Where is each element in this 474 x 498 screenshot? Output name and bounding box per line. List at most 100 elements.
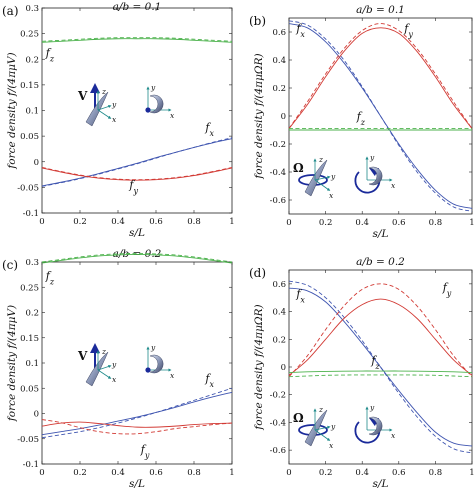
- y-tick-label: 0.3: [25, 258, 39, 268]
- curve-label-fz: fz: [45, 270, 55, 287]
- x-tick-label: 1: [229, 217, 234, 227]
- inset-z-label: z: [101, 347, 106, 356]
- inset-x-label: x: [112, 115, 117, 124]
- side-body-shape: [149, 354, 164, 374]
- x-tick-label: 0.8: [187, 217, 201, 227]
- origin-dot: [145, 107, 151, 113]
- body-shape: [85, 91, 109, 127]
- x-axis-arrow: [314, 429, 331, 441]
- x-tick-label: 0.4: [111, 468, 125, 478]
- panel-a: 0 0.2 0.4 0.6 0.8 1 -0.1 -0.05 0 0.05 0.1 0.15 0.2 0.…: [2, 1, 235, 239]
- y-axis-label: force density f/(4πμV): [6, 305, 18, 422]
- y-tick-label: 0.05: [20, 132, 39, 142]
- curve-label-fz: fz: [45, 47, 55, 64]
- y-tick-label: -0.2: [270, 140, 286, 150]
- panel-c: 0 0.2 0.4 0.6 0.8 1 -0.1 -0.05 0 0.05 0.1 0.15 0.2 0.…: [2, 248, 235, 490]
- y-tick-label: 0.2: [25, 309, 39, 319]
- side-y-label: y: [150, 83, 156, 92]
- series-fx-solid: [288, 287, 473, 447]
- panel-title: a/b = 0.2: [356, 256, 405, 268]
- side-body-shape: [368, 416, 383, 436]
- series-fx-dashed: [288, 280, 473, 454]
- y-axis-label: force density f/(4πμV): [6, 52, 18, 169]
- inset-symbol: V: [77, 349, 88, 363]
- y-tick-label: 0: [34, 410, 39, 420]
- inset-z-label: z: [101, 87, 106, 96]
- y-tick-label: -0.6: [270, 196, 286, 206]
- curve-label-fy: fy: [128, 178, 138, 195]
- side-x-label: x: [391, 181, 396, 190]
- x-tick-label: 0: [39, 468, 44, 478]
- y-axis-arrow: [97, 104, 112, 111]
- body-shape: [85, 351, 109, 387]
- x-tick-label: 1: [229, 468, 234, 478]
- series-fz-dashed: [41, 37, 233, 42]
- y-tick-label: 0.6: [272, 28, 286, 38]
- inset-y-label: y: [111, 100, 117, 109]
- x-tick-label: 0.2: [319, 218, 333, 228]
- x-tick-label: 1: [469, 218, 474, 228]
- x-axis-label: s/L: [129, 478, 145, 490]
- curve-label-fx: fx: [295, 288, 305, 305]
- curve-label-fy: fy: [403, 22, 413, 39]
- curve-label-fx: fx: [204, 121, 214, 138]
- series-fx-dashed: [41, 137, 233, 187]
- y-tick-label: 0.2: [25, 55, 39, 65]
- series-fy-solid: [288, 27, 473, 129]
- series-fz-dashed: [41, 252, 233, 263]
- y-axis-label: force density f/(4πμΩR): [253, 304, 265, 430]
- series-fz-solid: [41, 253, 233, 264]
- x-tick-label: 0.2: [319, 468, 333, 478]
- x-tick-label: 0.8: [187, 468, 201, 478]
- curve-label-fx: fx: [204, 372, 214, 389]
- side-x-label: x: [391, 431, 396, 440]
- x-tick-label: 0.6: [392, 468, 406, 478]
- inset-x-label: x: [329, 441, 334, 450]
- panel-d: 0 0.2 0.4 0.6 0.8 1-0.6-0.4-0.200.20.40.6s/Lf…: [249, 256, 474, 490]
- series-fx-dashed: [41, 387, 233, 439]
- series-fz-dashed: [288, 374, 473, 378]
- x-tick-label: 1: [469, 468, 474, 478]
- y-tick-label: 0.2: [272, 84, 286, 94]
- y-axis-arrow: [314, 175, 331, 181]
- panel-label: (a): [2, 4, 19, 18]
- y-tick-label: 0.15: [20, 81, 39, 91]
- series-fx-solid: [41, 391, 233, 436]
- x-tick-label: 0.2: [73, 468, 87, 478]
- x-axis-arrow: [97, 369, 112, 379]
- y-tick-label: 0.3: [25, 4, 39, 14]
- panel-b: 0 0.2 0.4 0.6 0.8 1-0.6-0.4-0.200.20.40.6s/Lf…: [249, 4, 474, 240]
- panel-title: a/b = 0.1: [356, 4, 405, 16]
- x-tick-label: 0.6: [149, 468, 163, 478]
- y-tick-label: 0.1: [25, 359, 39, 369]
- inset-symbol: Ω: [293, 161, 304, 175]
- y-tick-label: 0: [281, 112, 286, 122]
- panel-label: (d): [249, 266, 266, 280]
- panel-label: (c): [2, 258, 18, 272]
- x-tick-label: 0.6: [149, 217, 163, 227]
- side-y-label: y: [369, 153, 375, 162]
- inset-z-label: z: [318, 405, 323, 414]
- series-fy-solid: [41, 421, 233, 428]
- y-tick-label: -0.05: [17, 435, 39, 445]
- body-shape: [304, 159, 328, 197]
- curve-label-fz: fz: [356, 110, 366, 127]
- side-body-shape: [368, 166, 383, 186]
- x-tick-label: 0: [39, 217, 44, 227]
- x-tick-label: 0.6: [392, 218, 406, 228]
- y-tick-label: 0.1: [25, 107, 39, 117]
- x-tick-label: 0.4: [111, 217, 125, 227]
- panel-title: a/b = 0.1: [113, 1, 162, 13]
- panel-label: (b): [249, 14, 266, 28]
- side-body-shape: [149, 94, 164, 114]
- inset-x-label: x: [112, 375, 117, 384]
- inset-symbol: Ω: [293, 411, 304, 425]
- x-axis-arrow: [314, 179, 331, 191]
- inset-y-label: y: [330, 172, 336, 181]
- x-tick-label: 0.4: [355, 218, 369, 228]
- inset-z-label: z: [318, 155, 323, 164]
